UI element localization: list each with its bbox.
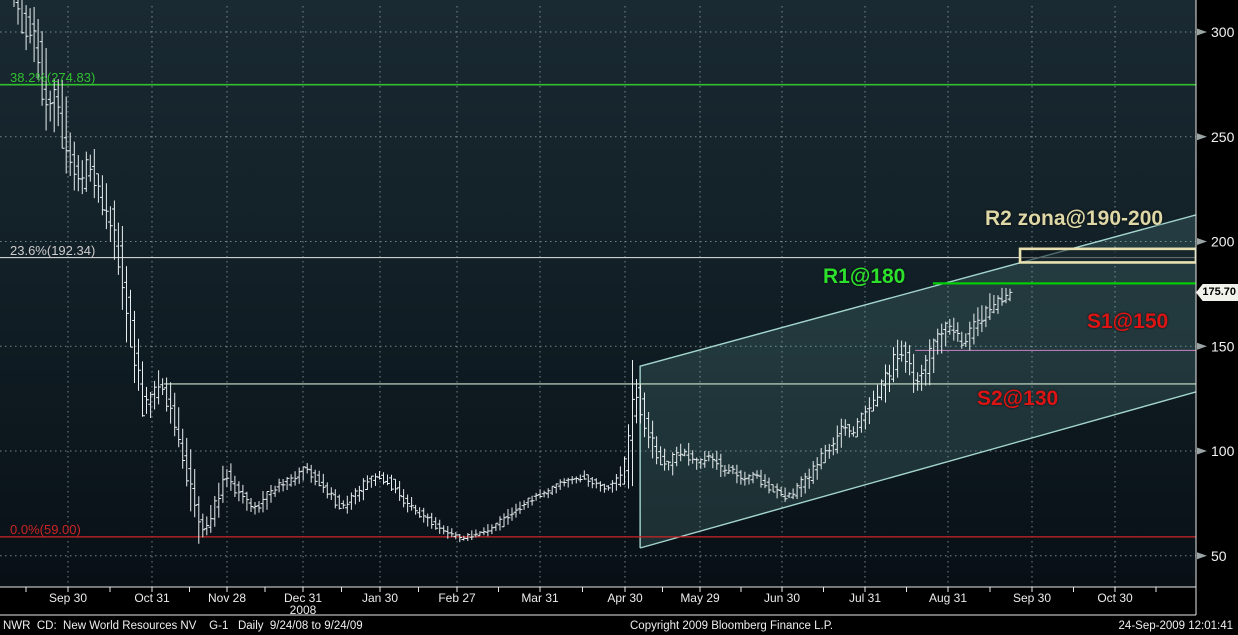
y-axis-label: 100 bbox=[1211, 443, 1235, 459]
security-description: NWR CD: New World Resources NV G-1 Daily… bbox=[3, 620, 363, 632]
r1-label: R1@180 bbox=[823, 265, 906, 288]
y-axis-tick-arrow bbox=[1197, 28, 1207, 36]
y-axis-tick-arrow bbox=[1197, 342, 1207, 350]
plot-background bbox=[0, 0, 1196, 587]
x-axis-label: Oct 31 bbox=[134, 591, 170, 605]
axis-frame bbox=[0, 0, 1197, 616]
x-axis-label: Apr 30 bbox=[607, 591, 643, 605]
y-axis-label: 200 bbox=[1211, 234, 1235, 250]
s2-label: S2@130 bbox=[977, 387, 1059, 410]
x-axis-label: Nov 28 bbox=[208, 591, 246, 605]
x-axis-year-label: 2008 bbox=[290, 603, 317, 617]
price-bars bbox=[13, 0, 1013, 544]
x-axis-label: May 29 bbox=[680, 591, 720, 605]
status-bar: NWR CD: New World Resources NV G-1 Daily… bbox=[0, 617, 1238, 635]
x-axis-label: Jul 31 bbox=[849, 591, 881, 605]
y-axis-label: 50 bbox=[1211, 548, 1227, 564]
x-axis-label: Dec 31 bbox=[284, 591, 322, 605]
s1-label: S1@150 bbox=[1087, 310, 1169, 333]
r2-zone-label: R2 zona@190-200 bbox=[985, 207, 1164, 230]
gridlines bbox=[0, 6, 1196, 587]
copyright-text: Copyright 2009 Bloomberg Finance L.P. bbox=[630, 620, 834, 632]
y-axis-tick-arrow bbox=[1197, 133, 1207, 141]
fib-38-label: 38.2%(274.83) bbox=[10, 70, 96, 85]
x-axis-label: Jun 30 bbox=[764, 591, 800, 605]
x-axis-label: Sep 30 bbox=[49, 591, 87, 605]
y-axis-tick-arrow bbox=[1197, 552, 1207, 560]
r2-zone-box bbox=[1018, 247, 1196, 264]
fib-23-label: 23.6%(192.34) bbox=[10, 243, 96, 258]
y-axis-label: 300 bbox=[1211, 24, 1235, 40]
x-axis-label: Aug 31 bbox=[929, 591, 967, 605]
y-axis-label: 250 bbox=[1211, 129, 1235, 145]
y-axis-label: 150 bbox=[1211, 338, 1235, 354]
last-price-tag: 175.70 bbox=[1196, 284, 1238, 301]
x-axis-label: Mar 31 bbox=[521, 591, 559, 605]
y-axis-tick-arrow bbox=[1197, 447, 1207, 455]
x-axis-label: Jan 30 bbox=[362, 591, 398, 605]
y-axis-tick-arrow bbox=[1197, 238, 1207, 245]
x-axis-label: Feb 27 bbox=[438, 591, 476, 605]
x-axis-label: Sep 30 bbox=[1013, 591, 1051, 605]
x-axis-label: Oct 30 bbox=[1097, 591, 1133, 605]
timestamp: 24-Sep-2009 12:01:41 bbox=[1118, 620, 1233, 632]
fib-0-label: 0.0%(59.00) bbox=[10, 522, 81, 537]
